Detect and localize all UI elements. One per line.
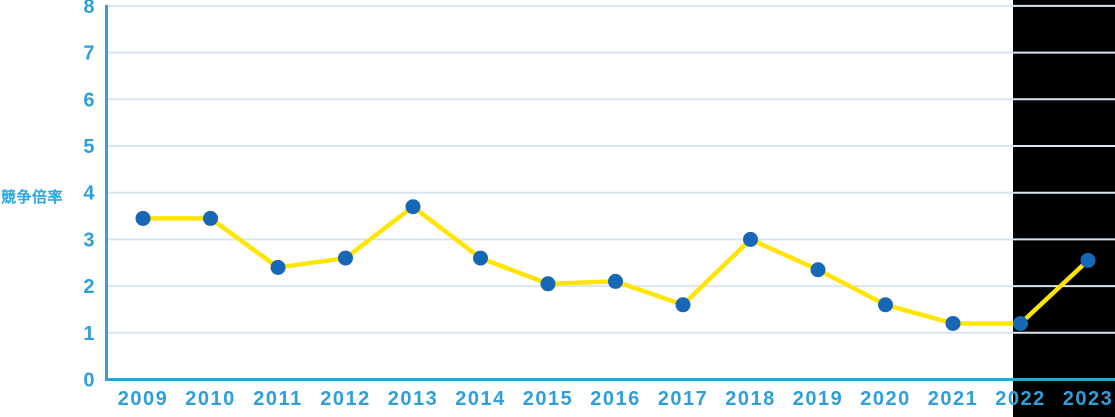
x-tick-label-2013: 2013 <box>388 388 439 410</box>
y-tick-label-8: 8 <box>83 0 96 18</box>
x-tick-label-2023: 2023 <box>1063 388 1114 410</box>
data-point-2018 <box>743 231 758 247</box>
x-tick-label-2018: 2018 <box>725 388 776 410</box>
y-tick-label-3: 3 <box>83 229 96 251</box>
x-tick-label-2022: 2022 <box>995 388 1046 410</box>
x-tick-label-2017: 2017 <box>658 388 709 410</box>
data-point-2016 <box>608 273 623 289</box>
y-tick-label-4: 4 <box>83 183 96 205</box>
data-point-2011 <box>270 259 286 275</box>
y-tick-label-0: 0 <box>83 370 96 392</box>
data-point-2013 <box>405 199 421 215</box>
data-point-2020 <box>878 297 893 313</box>
data-point-2017 <box>675 297 691 313</box>
data-point-2022 <box>1013 315 1028 331</box>
data-point-2012 <box>338 250 353 266</box>
data-point-2021 <box>945 315 961 331</box>
x-tick-label-2011: 2011 <box>253 388 302 410</box>
y-tick-label-6: 6 <box>83 89 96 111</box>
y-tick-label-1: 1 <box>83 323 96 345</box>
x-tick-label-2019: 2019 <box>793 388 844 410</box>
x-tick-label-2015: 2015 <box>523 388 574 410</box>
x-tick-label-2016: 2016 <box>590 388 641 410</box>
x-tick-label-2010: 2010 <box>185 388 236 410</box>
x-tick-label-2021: 2021 <box>928 388 979 410</box>
x-tick-label-2014: 2014 <box>455 388 506 410</box>
data-point-2009 <box>135 210 151 226</box>
y-tick-label-5: 5 <box>83 136 96 158</box>
x-tick-label-2012: 2012 <box>320 388 371 410</box>
data-point-2010 <box>203 210 218 226</box>
y-tick-label-2: 2 <box>83 276 96 298</box>
y-axis-title: 競争倍率 <box>1 189 64 206</box>
x-tick-label-2009: 2009 <box>118 388 169 410</box>
data-point-2014 <box>473 250 488 266</box>
y-tick-label-7: 7 <box>83 43 96 65</box>
right-black-panel <box>1013 0 1115 417</box>
data-point-2015 <box>540 276 556 292</box>
data-point-2019 <box>810 262 826 278</box>
data-point-2023 <box>1080 252 1096 268</box>
x-tick-label-2020: 2020 <box>860 388 911 410</box>
